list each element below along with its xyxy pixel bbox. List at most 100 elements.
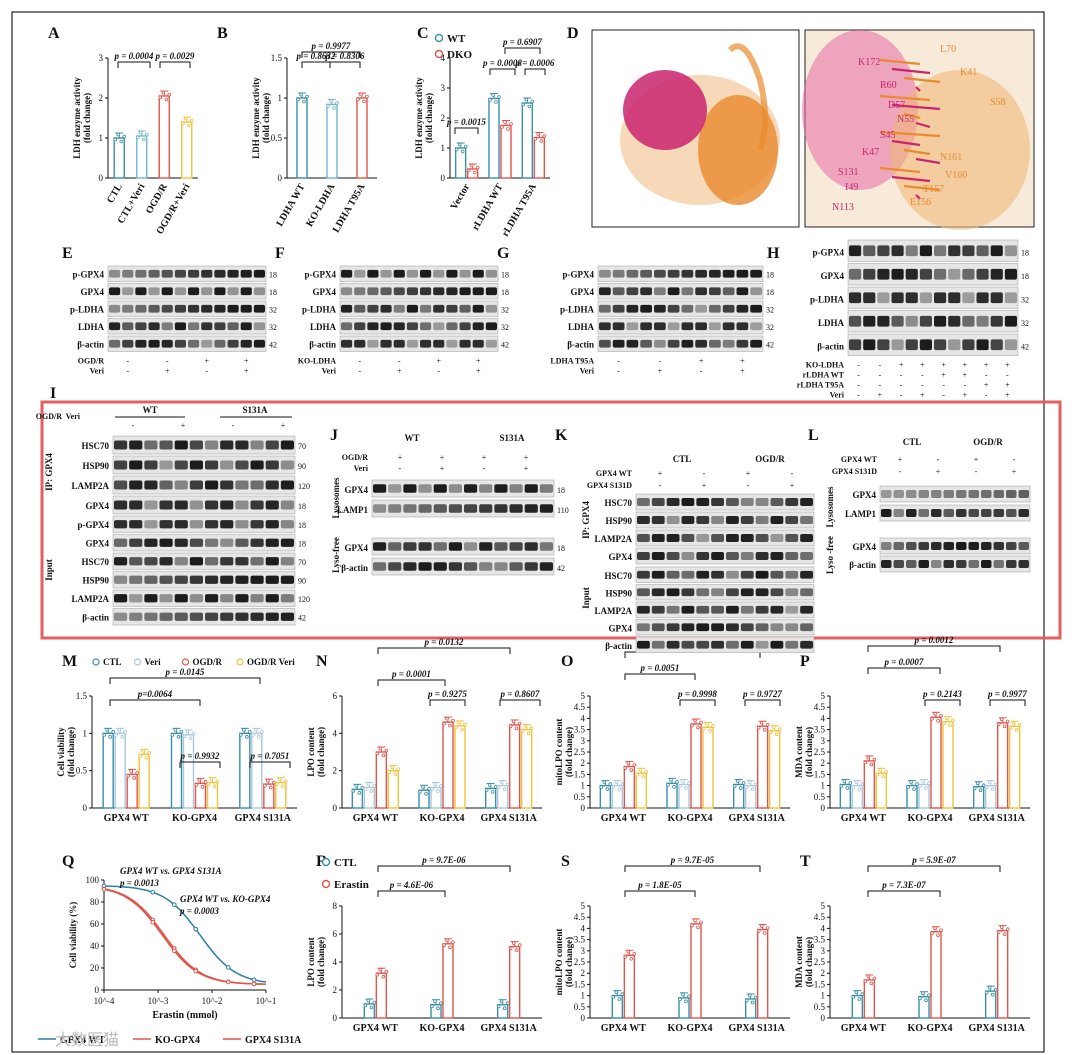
blot-band [539, 562, 553, 571]
blot-band [114, 612, 128, 621]
data-point [369, 1005, 374, 1010]
p-value: p = 0.2143 [922, 689, 962, 699]
blot-band [235, 612, 249, 621]
blot-band [736, 269, 749, 278]
blot-band [993, 509, 1004, 517]
x-tick-label: GPX4 S131A [728, 1023, 785, 1034]
blot-band [420, 322, 432, 331]
condition-label: OGD/R [36, 412, 62, 421]
data-point [626, 761, 631, 765]
blot-band [640, 287, 652, 296]
data-point [632, 763, 637, 767]
kda-label: 18 [1021, 272, 1029, 281]
kda-label: 32 [269, 323, 277, 332]
data-point [418, 789, 422, 794]
data-point [641, 774, 646, 779]
data-point [122, 134, 127, 139]
kda-label: 18 [298, 521, 306, 530]
condition-label: OGD/R [342, 453, 368, 462]
condition-value: + [898, 455, 903, 464]
legend-label: Erastin [334, 879, 369, 891]
blot-strip [107, 283, 267, 300]
data-point [972, 786, 977, 791]
y-tick-label: 100 [86, 875, 100, 885]
blot-band [159, 480, 173, 490]
blot-band [539, 542, 553, 551]
data-point [1005, 927, 1010, 931]
chart-O [587, 651, 790, 809]
blot-band [235, 594, 249, 603]
bar [375, 972, 388, 1019]
side-chain [915, 121, 931, 129]
blot-band [250, 480, 264, 490]
blot-band [612, 339, 625, 348]
blot-band [161, 287, 173, 296]
residue-label: S45 [880, 130, 896, 141]
data-point [101, 886, 107, 892]
blot-band [681, 339, 694, 348]
condition-value: + [281, 421, 286, 430]
bar [942, 721, 954, 809]
data-point [921, 991, 925, 996]
residue-label: L70 [940, 44, 956, 55]
data-point [951, 718, 955, 723]
blot-band [726, 623, 739, 632]
blot-band [114, 575, 128, 584]
blot-band [433, 504, 447, 513]
legend-marker [236, 658, 244, 666]
bar [126, 773, 138, 809]
blot-label: p-LDHA [810, 294, 845, 304]
blot-band [711, 534, 724, 542]
blot-band [637, 605, 650, 614]
blot-band [280, 480, 294, 490]
blot-band [785, 640, 799, 649]
blot-band [114, 500, 128, 510]
data-point [617, 997, 622, 1001]
blot-band [877, 292, 890, 304]
blot-band [695, 269, 707, 278]
kda-label: 70 [298, 442, 306, 451]
blot-label: p-LDHA [302, 304, 337, 314]
blot-strip [112, 515, 296, 533]
y-axis-label: LDH enzyme activity [251, 77, 261, 159]
data-point [753, 782, 758, 786]
blot-band [785, 516, 799, 524]
blot-band [509, 542, 523, 551]
blot-label: β-actin [567, 339, 594, 349]
blot-band [1018, 560, 1029, 568]
blot-band [891, 292, 904, 304]
y-tick-label: 0.5 [814, 1002, 826, 1012]
y-tick-label: 1 [441, 143, 446, 153]
blot-band [220, 460, 234, 470]
p-value: p = 0.9727 [742, 689, 782, 699]
blot-band [265, 440, 279, 450]
data-point [918, 996, 922, 1001]
condition-value: + [1005, 391, 1010, 400]
blot-band [943, 490, 954, 498]
blot-band [626, 287, 639, 296]
x-tick-label: GPX4 WT [841, 813, 886, 824]
p-value: p=0.0064 [137, 689, 173, 699]
blot-band [265, 500, 279, 510]
blot-band [380, 287, 392, 296]
blot-band [651, 623, 665, 632]
y-axis-label-2: (fold change) [424, 93, 434, 143]
data-point [768, 730, 773, 735]
blot-band [109, 322, 121, 331]
blot-band [406, 287, 418, 296]
blot-band [280, 557, 294, 566]
blot-band [640, 269, 652, 278]
p-value: p = 0.8632 [296, 51, 336, 61]
blot-band [393, 339, 405, 348]
blot-band [227, 322, 239, 331]
blot-band [214, 287, 226, 296]
blot-band [726, 516, 739, 524]
legend-marker [92, 658, 100, 666]
data-point [390, 765, 395, 769]
y-tick-label: 1.5 [574, 769, 586, 779]
bar [102, 732, 114, 809]
kda-label: 18 [298, 502, 306, 511]
bar [170, 732, 183, 809]
blot-band [148, 304, 160, 313]
